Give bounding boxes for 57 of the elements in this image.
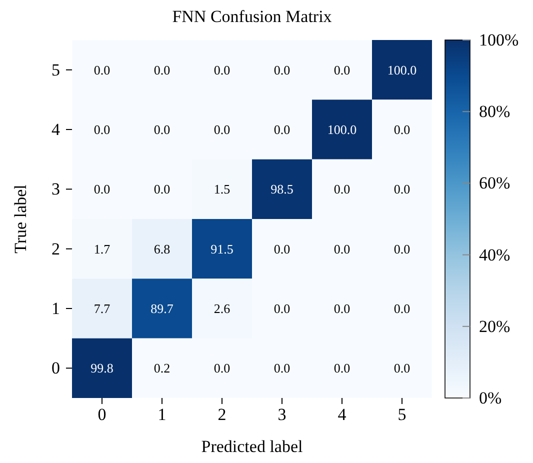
data-label: 0.0	[274, 360, 290, 376]
data-label: 100.0	[327, 122, 357, 138]
x-axis-title: Predicted label	[201, 437, 304, 456]
y-tick-label: 3	[52, 180, 60, 199]
color-bar-label: 20%	[479, 316, 510, 336]
data-label: 89.7	[150, 301, 174, 316]
data-label: 1.7	[94, 241, 111, 256]
y-tick-label: 2	[52, 239, 60, 258]
data-label: 0.0	[274, 301, 290, 316]
x-tick-label: 3	[278, 405, 286, 424]
chart-title: FNN Confusion Matrix	[172, 7, 332, 26]
data-label: 0.0	[274, 241, 290, 256]
data-label: 0.0	[394, 241, 410, 256]
color-bar-label: 0%	[479, 388, 502, 408]
data-label: 0.0	[334, 62, 350, 78]
data-label: 98.5	[270, 182, 294, 197]
data-label: 0.0	[334, 182, 350, 197]
data-label: 0.2	[154, 360, 170, 376]
color-bar-label: 100%	[479, 30, 519, 50]
data-label: 6.8	[154, 241, 170, 256]
data-label: 0.0	[334, 360, 350, 376]
y-tick-label: 0	[52, 358, 60, 378]
data-label: 0.0	[94, 182, 110, 197]
x-tick-label: 2	[218, 405, 226, 424]
data-label: 0.0	[94, 122, 110, 138]
data-label: 0.0	[214, 62, 230, 78]
y-tick-label: 5	[52, 60, 60, 80]
data-label: 1.5	[214, 182, 230, 197]
data-label: 0.0	[94, 62, 110, 78]
y-axis-title: True label	[11, 184, 30, 254]
x-tick-label: 5	[398, 405, 406, 424]
x-tick-label: 0	[98, 405, 106, 424]
data-label: 0.0	[214, 122, 230, 138]
x-tick-label: 4	[338, 405, 347, 424]
data-label: 0.0	[394, 301, 410, 316]
data-label: 0.0	[154, 122, 170, 138]
color-bar-label: 60%	[479, 174, 510, 193]
data-label: 0.0	[394, 182, 410, 197]
data-label: 0.0	[154, 62, 170, 78]
x-tick-label: 1	[158, 405, 166, 424]
data-label: 0.0	[214, 360, 230, 376]
data-label: 91.5	[210, 241, 234, 256]
y-tick-label: 1	[52, 298, 60, 318]
y-tick-label: 4	[52, 120, 60, 139]
data-label: 0.0	[394, 360, 410, 376]
color-bar-label: 80%	[479, 102, 510, 122]
data-label: 100.0	[387, 62, 417, 78]
data-label: 0.0	[334, 301, 350, 316]
data-label: 0.0	[154, 182, 170, 197]
data-label: 7.7	[94, 301, 111, 316]
data-label: 0.0	[274, 62, 290, 78]
data-label: 2.6	[214, 301, 231, 316]
data-label: 0.0	[274, 122, 290, 138]
data-label: 99.8	[90, 360, 114, 376]
color-bar-label: 40%	[479, 245, 510, 264]
data-label: 0.0	[394, 122, 410, 138]
data-label: 0.0	[334, 241, 350, 256]
